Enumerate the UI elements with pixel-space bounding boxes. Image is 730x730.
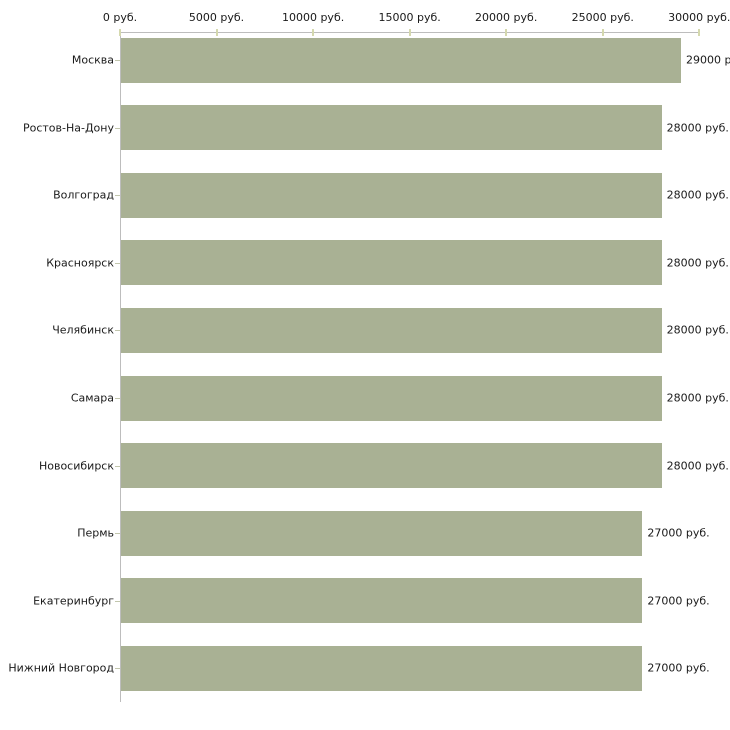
x-axis-tick-label: 30000 руб. bbox=[668, 11, 730, 24]
value-label: 27000 руб. bbox=[647, 594, 710, 608]
value-label: 27000 руб. bbox=[647, 526, 710, 540]
x-axis-tick-label: 0 руб. bbox=[102, 11, 138, 24]
y-axis-tick bbox=[115, 195, 120, 196]
bar bbox=[121, 37, 681, 83]
x-axis-tick-label: 10000 руб. bbox=[281, 11, 345, 24]
x-axis-tick bbox=[698, 29, 701, 36]
y-axis-line bbox=[120, 32, 121, 702]
bar bbox=[121, 307, 662, 353]
category-label: Москва bbox=[71, 53, 114, 67]
x-axis-tick-label: 15000 руб. bbox=[378, 11, 441, 24]
y-axis-tick bbox=[115, 601, 120, 602]
x-axis-tick-label: 5000 руб. bbox=[188, 11, 245, 24]
x-axis-tick bbox=[312, 29, 315, 36]
y-axis-tick bbox=[115, 128, 120, 129]
bar bbox=[121, 645, 643, 691]
bar bbox=[121, 172, 662, 218]
value-label: 28000 руб. bbox=[666, 256, 729, 270]
bar bbox=[121, 578, 643, 624]
y-axis-tick bbox=[115, 668, 120, 669]
x-axis-tick bbox=[215, 29, 218, 36]
x-axis-tick bbox=[601, 29, 604, 36]
value-label: 28000 руб. bbox=[666, 188, 729, 202]
value-label: 28000 руб. bbox=[666, 323, 729, 337]
category-label: Екатеринбург bbox=[33, 594, 114, 608]
x-axis-tick bbox=[408, 29, 411, 36]
category-label: Пермь bbox=[77, 526, 114, 540]
bar bbox=[121, 375, 662, 421]
value-label: 29000 руб. bbox=[685, 53, 730, 67]
y-axis-tick bbox=[115, 60, 120, 61]
x-axis-tick-label: 20000 руб. bbox=[475, 11, 538, 24]
y-axis-tick bbox=[115, 466, 120, 467]
y-axis-tick bbox=[115, 398, 120, 399]
x-axis-tick bbox=[505, 29, 508, 36]
category-label: Самара bbox=[70, 391, 114, 405]
category-label: Красноярск bbox=[46, 256, 114, 270]
category-label: Новосибирск bbox=[38, 459, 114, 473]
category-label: Ростов-На-Дону bbox=[22, 121, 114, 135]
y-axis-tick bbox=[115, 533, 120, 534]
bar bbox=[121, 240, 662, 286]
bar bbox=[121, 510, 643, 556]
value-label: 28000 руб. bbox=[666, 391, 729, 405]
x-axis-tick-label: 25000 руб. bbox=[571, 11, 634, 24]
category-label: Челябинск bbox=[52, 323, 114, 337]
bar bbox=[121, 443, 662, 489]
y-axis-tick bbox=[115, 263, 120, 264]
category-label: Нижний Новгород bbox=[8, 661, 114, 675]
category-label: Волгоград bbox=[53, 188, 114, 202]
x-axis-tick bbox=[119, 29, 121, 36]
value-label: 27000 руб. bbox=[647, 661, 710, 675]
value-label: 28000 руб. bbox=[666, 459, 729, 473]
y-axis-tick bbox=[115, 330, 120, 331]
value-label: 28000 руб. bbox=[666, 121, 729, 135]
bar bbox=[121, 105, 662, 151]
